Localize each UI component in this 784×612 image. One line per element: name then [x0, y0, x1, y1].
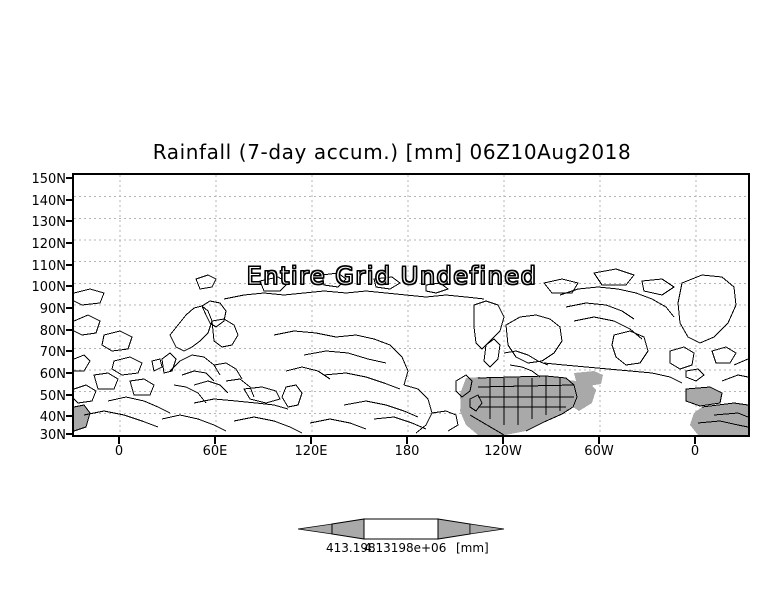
colorbar-high-label: 4.13198e+06 [364, 541, 447, 555]
x-tick-mark [310, 437, 312, 444]
page-title: Rainfall (7-day accum.) [mm] 06Z10Aug201… [152, 140, 632, 164]
colorbar-segment-mid [363, 518, 439, 540]
x-tick-mark [502, 437, 504, 444]
y-tick-label: 130N [31, 215, 66, 231]
map-plot-area [72, 173, 750, 437]
y-tick-mark [66, 328, 73, 331]
x-tick-mark [406, 437, 408, 444]
y-tick-mark [66, 220, 73, 223]
y-tick-label: 140N [31, 193, 66, 209]
y-tick-mark [66, 372, 73, 374]
colorbar: 413.198 4.13198e+06 [mm] [296, 516, 506, 564]
y-tick-label: 60N [39, 367, 66, 382]
y-tick-mark [66, 415, 73, 418]
y-tick-label: 120N [31, 237, 66, 252]
x-tick-label: 180 [394, 444, 420, 459]
y-tick-label: 30N [39, 428, 66, 443]
y-tick-mark [66, 393, 73, 396]
y-tick-mark [66, 350, 73, 353]
x-tick-label: 60E [202, 444, 228, 459]
x-tick-label: 120W [484, 444, 522, 459]
map-gridlines [74, 175, 748, 435]
colorbar-labels: 413.198 4.13198e+06 [mm] [296, 542, 506, 562]
x-tick-label: 120E [294, 444, 328, 459]
x-tick-label: 0 [114, 444, 124, 459]
y-tick-mark [66, 433, 73, 435]
y-tick-mark [66, 307, 73, 309]
y-tick-label: 50N [39, 388, 66, 404]
colorbar-low-label: 413.198 [326, 541, 376, 555]
y-tick-label: 150N [31, 172, 66, 187]
x-tick-mark [118, 437, 120, 444]
x-tick-label: 0 [690, 444, 700, 459]
y-tick-label: 80N [39, 323, 66, 339]
colorbar-underflow-arrow [297, 523, 333, 535]
y-tick-label: 90N [39, 302, 66, 317]
colorbar-overflow-arrow [469, 523, 505, 535]
y-tick-label: 110N [31, 258, 66, 274]
x-axis: 0 60E 120E 180 120W 60W 0 [0, 445, 784, 467]
y-tick-mark [66, 242, 73, 244]
colorbar-segment-low [331, 518, 365, 540]
x-tick-mark [598, 437, 600, 444]
y-tick-mark [66, 177, 73, 179]
y-tick-mark [66, 285, 73, 288]
colorbar-graphic [297, 518, 505, 540]
coastlines [74, 268, 748, 435]
y-axis: 150N 140N 130N 120N 110N 100N 90N 80N 70… [14, 172, 66, 442]
y-tick-label: 40N [39, 410, 66, 426]
y-tick-label: 100N [31, 280, 66, 296]
x-tick-label: 60W [584, 444, 614, 459]
y-tick-mark [66, 263, 73, 266]
colorbar-segment-high [437, 518, 471, 540]
y-tick-mark [66, 198, 73, 201]
y-tick-label: 70N [39, 345, 66, 361]
x-tick-mark [214, 437, 216, 444]
x-tick-mark [694, 437, 696, 444]
world-map-graphic [74, 175, 748, 435]
colorbar-units-label: [mm] [456, 541, 489, 555]
